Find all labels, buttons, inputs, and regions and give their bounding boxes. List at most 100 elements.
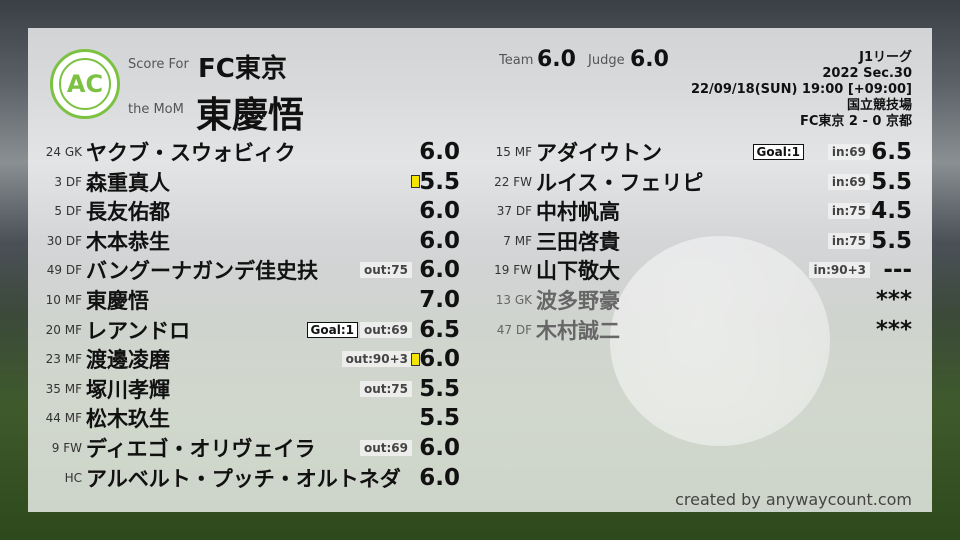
player-number: 19: [494, 263, 510, 278]
player-score: 5.5: [871, 168, 912, 195]
player-number-position: 49 DF: [36, 263, 86, 277]
player-score: 5.5: [419, 405, 460, 432]
player-name: ディエゴ・オリヴェイラ: [86, 437, 316, 461]
judge-label: Judge: [588, 53, 625, 68]
player-number-position: 15 MF: [486, 145, 536, 159]
player-score: 6.0: [419, 227, 460, 254]
player-number-position: 19 FW: [486, 263, 536, 277]
player-name: 木本恭生: [86, 229, 170, 254]
player-name: 松木玖生: [86, 407, 170, 432]
player-number: 15: [495, 145, 511, 159]
player-number: 37: [496, 204, 513, 219]
substitution-badge: out:75: [359, 262, 412, 279]
team-name: FC東京: [198, 54, 287, 84]
player-score: 6.0: [419, 257, 460, 284]
player-score: ***: [875, 287, 912, 313]
player-row: 23 MF 渡邊凌磨 out:90+3 6.0: [36, 345, 460, 373]
substitution-badge: out:69: [359, 321, 412, 338]
player-score: 6.0: [419, 198, 460, 225]
player-number: 44: [45, 411, 61, 426]
player-number: 30: [46, 233, 63, 248]
logo-text: AC: [59, 58, 111, 110]
player-score: 6.0: [419, 346, 460, 373]
player-row: 30 DF 木本恭生 6.0: [36, 227, 460, 255]
player-number: 22: [494, 174, 510, 189]
player-name: ルイス・フェリピ: [536, 170, 704, 195]
player-position: FW: [513, 174, 532, 189]
player-row: HC アルベルト・プッチ・オルトネダ 6.0: [36, 464, 460, 492]
match-info: J1リーグ 2022 Sec.30 22/09/18(SUN) 19:00 [+…: [691, 50, 912, 130]
player-number-position: 3 DF: [36, 175, 86, 189]
venue: 国立競技場: [846, 98, 912, 113]
player-number-position: 22 FW: [486, 175, 536, 189]
player-score: 5.5: [419, 168, 460, 195]
player-number-position: 20 MF: [36, 323, 86, 337]
player-name: 東慶悟: [86, 289, 149, 313]
player-number: 35: [45, 381, 61, 396]
player-number: 20: [45, 322, 61, 337]
team-score: 6.0: [537, 47, 576, 72]
player-name: バングーナガンデ佳史扶: [86, 259, 319, 284]
judge-score: 6.0: [630, 47, 669, 72]
player-position: DF: [65, 204, 82, 219]
player-name: 木村誠二: [536, 318, 620, 343]
player-name: レアンドロ: [86, 318, 191, 343]
anywaycount-logo: AC: [50, 49, 120, 119]
goal-badge: Goal:1: [306, 321, 358, 338]
player-number: 23: [45, 352, 61, 367]
player-position: DF: [65, 174, 82, 189]
player-score: 6.5: [419, 316, 460, 343]
player-number: 13: [495, 293, 511, 307]
player-number: 5: [54, 204, 63, 219]
player-name: 波多野豪: [536, 289, 620, 313]
substitution-badge: out:90+3: [341, 351, 412, 368]
player-name: 長友佑都: [86, 200, 170, 225]
player-number-position: 35 MF: [36, 382, 86, 396]
player-position: MF: [64, 293, 82, 307]
player-number-position: 10 MF: [36, 293, 86, 307]
player-position: DF: [65, 233, 82, 248]
player-number-position: 37 DF: [486, 204, 536, 218]
player-number-position: 5 DF: [36, 204, 86, 218]
player-row: 13 GK 波多野豪 ***: [486, 286, 912, 314]
player-number: 24: [45, 145, 61, 159]
player-position: MF: [514, 233, 532, 248]
player-name: 渡邊凌磨: [86, 348, 170, 373]
player-row: 49 DF バングーナガンデ佳史扶 out:75 6.0: [36, 256, 460, 284]
player-number-position: 7 MF: [486, 234, 536, 248]
player-name: 中村帆高: [536, 200, 620, 225]
mom-label: the MoM: [128, 102, 184, 117]
player-name: 森重真人: [86, 170, 170, 195]
team-label: Team: [499, 53, 534, 68]
player-score: ***: [875, 316, 912, 343]
player-row: 20 MF レアンドロ Goal:1 out:69 6.5: [36, 316, 460, 344]
player-position: MF: [514, 145, 532, 159]
player-number-position: HC: [36, 471, 86, 485]
substitution-badge: in:90+3: [809, 262, 870, 279]
player-row: 3 DF 森重真人 5.5: [36, 168, 460, 196]
player-number-position: 44 MF: [36, 411, 86, 425]
substitution-badge: in:75: [827, 203, 870, 220]
player-number-position: 30 DF: [36, 234, 86, 248]
player-score: 7.0: [419, 287, 460, 313]
mom-name: 東慶悟: [196, 95, 305, 136]
substitution-badge: in:69: [827, 173, 870, 190]
substitution-badge: out:69: [359, 440, 412, 456]
player-number: 10: [45, 293, 61, 307]
substitution-badge: out:75: [359, 380, 412, 397]
player-score: 5.5: [871, 227, 912, 254]
player-position: MF: [64, 322, 82, 337]
player-name: 山下敬大: [536, 259, 620, 284]
player-score: 4.5: [871, 198, 912, 225]
substitution-badge: in:75: [827, 232, 870, 249]
player-number: 3: [54, 174, 63, 189]
player-position: GK: [64, 145, 82, 159]
substitution-badge: in:69: [827, 144, 870, 160]
player-row: 10 MF 東慶悟 7.0: [36, 286, 460, 314]
credit: created by anywaycount.com: [675, 490, 912, 509]
player-number: 49: [46, 263, 63, 278]
player-position: HC: [64, 470, 82, 485]
player-row: 7 MF 三田啓貴 in:75 5.5: [486, 227, 912, 255]
player-number-position: 47 DF: [486, 323, 536, 337]
player-position: DF: [65, 263, 82, 278]
